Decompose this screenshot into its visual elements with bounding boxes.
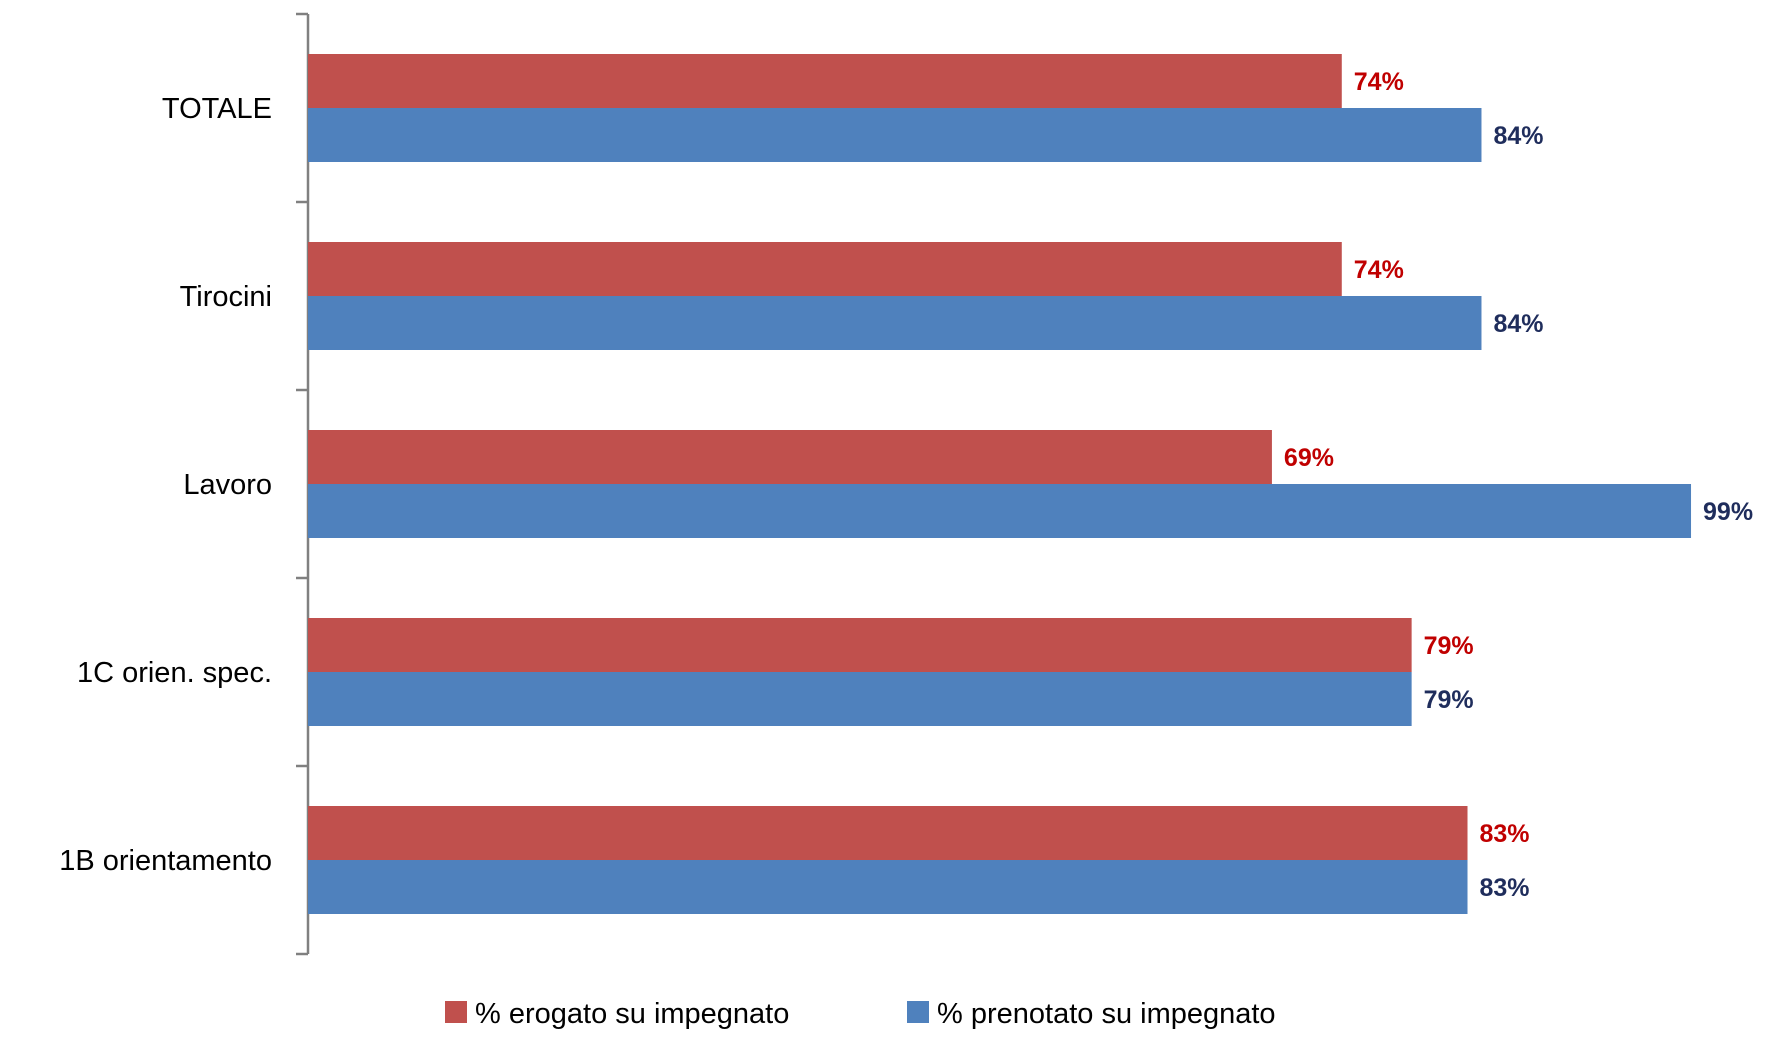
bar-prenotato — [308, 296, 1482, 350]
legend-swatch-erogato — [445, 1001, 467, 1023]
data-label: 99% — [1703, 498, 1753, 526]
legend-label: % prenotato su impegnato — [937, 998, 1276, 1030]
bar-prenotato — [308, 108, 1482, 162]
data-label: 74% — [1354, 256, 1404, 284]
y-axis — [296, 12, 310, 956]
bar-prenotato — [308, 860, 1468, 914]
legend-label: % erogato su impegnato — [475, 998, 789, 1030]
bar-erogato — [308, 806, 1468, 860]
bar-erogato — [308, 242, 1342, 296]
data-label: 83% — [1480, 820, 1530, 848]
category-label: Lavoro — [183, 469, 272, 501]
category-label: Tirocini — [180, 281, 272, 313]
data-label: 83% — [1480, 874, 1530, 902]
legend: % erogato su impegnato % prenotato su imp… — [445, 998, 1276, 1030]
bar-prenotato — [308, 484, 1692, 538]
labels: TOTALE 74% 84% Tirocini 74% 84% Lavoro 69% 99% 1C… — [59, 68, 1753, 902]
bars — [308, 54, 1692, 914]
bar-erogato — [308, 618, 1412, 672]
bar-erogato — [308, 54, 1342, 108]
data-label: 79% — [1424, 632, 1474, 660]
category-label: 1B orientamento — [59, 845, 272, 877]
category-label: 1C orien. spec. — [77, 657, 272, 689]
bar-prenotato — [308, 672, 1412, 726]
legend-swatch-prenotato — [907, 1001, 929, 1023]
data-label: 79% — [1424, 686, 1474, 714]
data-label: 84% — [1493, 122, 1543, 150]
bar-erogato — [308, 430, 1272, 484]
data-label: 69% — [1284, 444, 1334, 472]
category-label: TOTALE — [162, 93, 272, 125]
data-label: 84% — [1493, 310, 1543, 338]
data-label: 74% — [1354, 68, 1404, 96]
